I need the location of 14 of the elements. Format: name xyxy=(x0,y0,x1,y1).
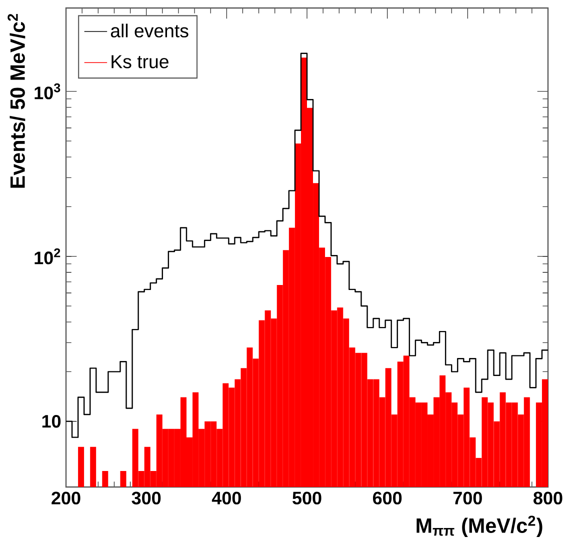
y-axis-title: Events/ 50 MeV/c$^{2}$ xyxy=(8,14,26,188)
y-tick-label: 10$^{2}$ xyxy=(34,248,60,264)
x-tick-label: 500 xyxy=(292,492,322,504)
y-tick-label: 10 xyxy=(42,414,61,428)
x-axis-title: M$_{ππ}$ (MeV/c$^{2}$) xyxy=(416,516,542,538)
y-tick-label: 10$^{3}$ xyxy=(34,83,60,100)
legend-label: Ks true xyxy=(112,55,168,68)
x-tick-label: 800 xyxy=(534,492,562,504)
x-tick-label: 300 xyxy=(132,492,161,504)
x-tick-label: 200 xyxy=(52,492,80,504)
legend-label: all events xyxy=(110,24,188,38)
x-tick-label: 700 xyxy=(453,492,482,504)
x-tick-label: 400 xyxy=(212,492,241,504)
x-tick-label: 600 xyxy=(372,492,402,504)
